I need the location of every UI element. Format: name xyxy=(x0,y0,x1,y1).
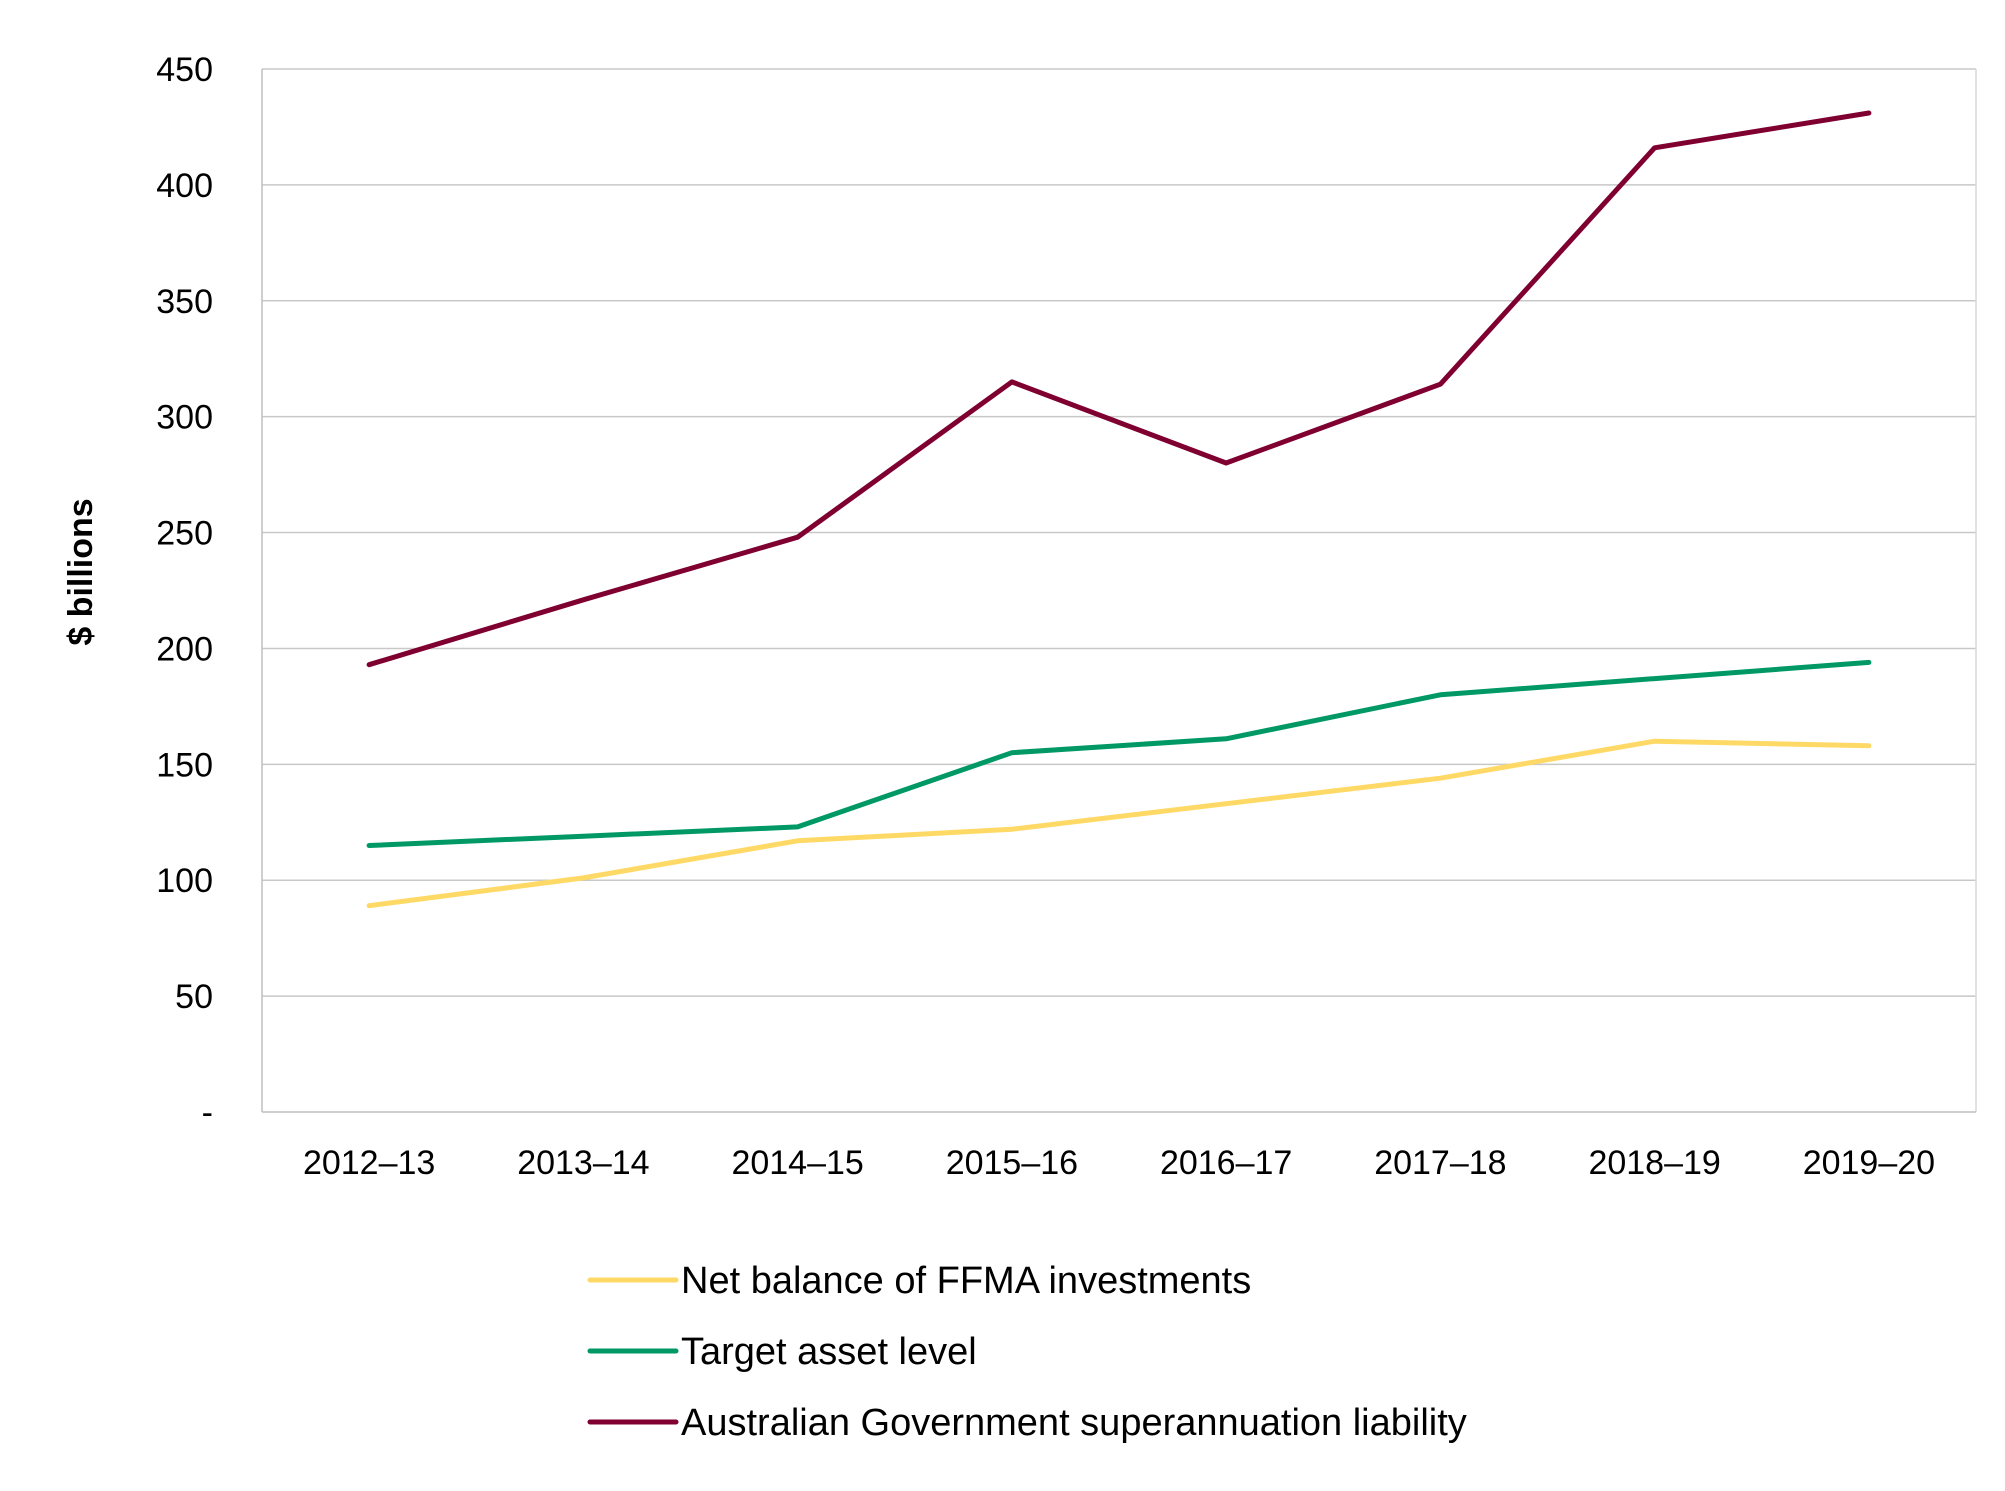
data-point xyxy=(582,598,585,601)
data-point xyxy=(796,825,799,828)
data-point xyxy=(796,839,799,842)
data-point xyxy=(796,536,799,539)
x-tick-label: 2012–13 xyxy=(303,1144,435,1182)
data-point xyxy=(1439,693,1442,696)
data-point xyxy=(582,835,585,838)
legend-label: Australian Government superannuation lia… xyxy=(681,1402,1467,1444)
y-tick-label: - xyxy=(202,1094,213,1132)
axes xyxy=(261,69,1977,1113)
data-point xyxy=(1225,802,1228,805)
x-tick-label: 2013–14 xyxy=(517,1144,649,1182)
data-point xyxy=(368,844,371,847)
legend: Net balance of FFMA investments Target as… xyxy=(587,1260,1467,1444)
x-tick-label: 2016–17 xyxy=(1160,1144,1292,1182)
series-lines xyxy=(366,110,1872,909)
y-tick-label: 250 xyxy=(156,515,213,553)
x-tick-label: 2014–15 xyxy=(731,1144,863,1182)
y-tick-label: 300 xyxy=(156,399,213,437)
y-tick-label: 450 xyxy=(156,51,213,89)
y-tick-label: 100 xyxy=(156,862,213,900)
x-tick-label: 2017–18 xyxy=(1374,1144,1506,1182)
data-point xyxy=(1867,112,1870,115)
data-point xyxy=(368,904,371,907)
series-line xyxy=(366,659,1872,848)
legend-label: Net balance of FFMA investments xyxy=(681,1260,1251,1302)
y-tick-label: 50 xyxy=(175,978,213,1016)
data-point xyxy=(582,876,585,879)
data-point xyxy=(1439,777,1442,780)
y-tick-label: 350 xyxy=(156,283,213,321)
y-tick-label: 200 xyxy=(156,630,213,668)
data-point xyxy=(1010,380,1013,383)
x-tick-label: 2015–16 xyxy=(946,1144,1078,1182)
x-tick-labels: 2012–13 2013–14 2014–15 2015–16 2016–17 2017–… xyxy=(303,1144,1935,1182)
y-tick-label: 400 xyxy=(156,167,213,205)
data-point xyxy=(1867,661,1870,664)
data-point xyxy=(1225,462,1228,465)
data-point xyxy=(1439,383,1442,386)
data-point xyxy=(1653,740,1656,743)
data-point xyxy=(1010,828,1013,831)
x-tick-label: 2018–19 xyxy=(1588,1144,1720,1182)
data-point xyxy=(1653,146,1656,149)
y-axis-title: $ billions xyxy=(62,498,100,645)
data-point xyxy=(368,663,371,666)
data-point xyxy=(1010,751,1013,754)
legend-label: Target asset level xyxy=(681,1331,977,1373)
data-point xyxy=(1225,737,1228,740)
gridlines xyxy=(262,68,1976,997)
series-line xyxy=(366,738,1872,909)
data-point xyxy=(1653,677,1656,680)
y-tick-label: 150 xyxy=(156,746,213,784)
x-tick-label: 2019–20 xyxy=(1803,1144,1935,1182)
y-tick-labels: - 50 100 150 200 250 300 350 400 450 xyxy=(156,51,213,1132)
series-line xyxy=(366,110,1872,668)
data-point xyxy=(1867,744,1870,747)
